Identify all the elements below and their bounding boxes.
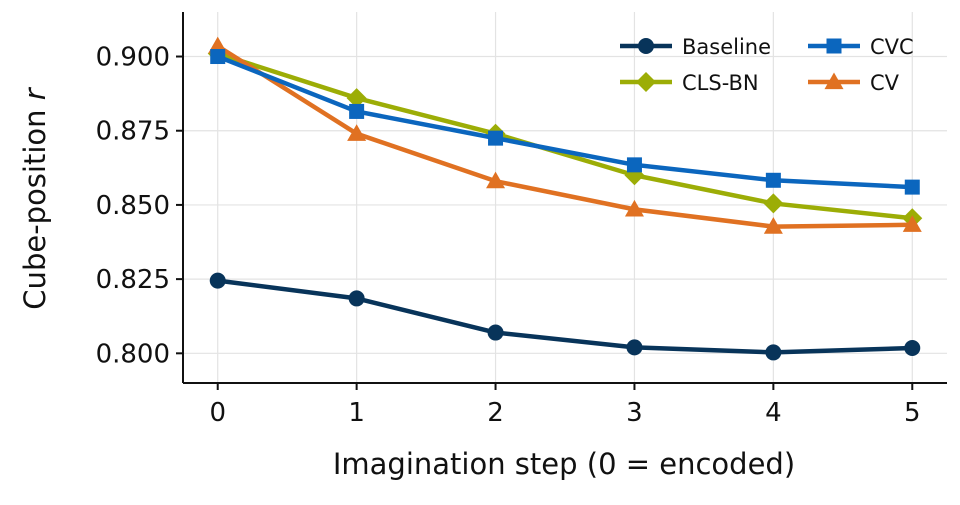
series-line-cls-bn [215, 51, 915, 221]
x-tick-label-2: 2 [487, 398, 504, 428]
legend-item-cv: CV [808, 71, 900, 95]
x-tick-label-5: 5 [904, 398, 921, 428]
series-cvc [210, 49, 920, 195]
data-point-cls-bn-4 [763, 193, 784, 214]
data-point-cv-2 [486, 171, 506, 189]
data-point-cvc-0 [210, 49, 226, 65]
legend-marker-baseline [638, 38, 654, 54]
legend-label-cv: CV [870, 71, 900, 95]
data-point-cvc-1 [349, 103, 365, 119]
y-tick-label-0: 0.800 [96, 339, 170, 369]
legend-marker-cvc [826, 38, 842, 54]
data-point-cv-3 [624, 199, 644, 217]
legend-item-cvc: CVC [808, 35, 914, 59]
series-line-baseline [215, 278, 915, 355]
data-point-cv-5 [902, 215, 922, 232]
x-tick-label-4: 4 [765, 398, 782, 428]
ticks-layer: 0 1 2 3 4 5 0.800 0.825 0.850 0.875 0.900 [96, 43, 921, 428]
series-line-cv [215, 43, 915, 229]
data-point-baseline-4 [765, 344, 782, 361]
y-tick-label-4: 0.900 [96, 43, 170, 73]
series-baseline [209, 272, 921, 361]
y-tick-label-3: 0.875 [96, 117, 170, 147]
legend-label-baseline: Baseline [682, 35, 771, 59]
axes-layer [182, 12, 947, 384]
legend-label-cls-bn: CLS-BN [682, 71, 759, 95]
y-tick-label-2: 0.850 [96, 191, 170, 221]
data-point-cvc-5 [904, 179, 920, 195]
data-point-cv-1 [347, 124, 367, 141]
data-point-baseline-2 [487, 324, 504, 341]
legend-item-cls-bn: CLS-BN [620, 71, 759, 95]
x-axis-title: Imagination step (0 = encoded) [333, 447, 795, 481]
legend-label-cvc: CVC [870, 35, 914, 59]
data-point-cvc-3 [626, 157, 642, 173]
y-axis-title-variable: r [18, 86, 52, 100]
series-layer [207, 36, 923, 361]
data-point-cls-bn-1 [346, 88, 367, 109]
data-point-baseline-1 [348, 290, 365, 307]
legend: Baseline CVC CLS-BN CV [620, 35, 914, 95]
x-tick-label-0: 0 [209, 398, 226, 428]
x-tick-label-3: 3 [626, 398, 643, 428]
data-point-baseline-0 [209, 272, 226, 289]
legend-item-baseline: Baseline [620, 35, 771, 59]
data-point-baseline-3 [626, 339, 643, 356]
series-cv [208, 36, 922, 234]
legend-marker-cls-bn [636, 72, 656, 92]
series-line-cvc [215, 54, 915, 190]
y-axis-title: Cube-position r [18, 86, 52, 309]
y-axis-title-main: Cube-position [18, 100, 52, 309]
y-tick-label-1: 0.825 [96, 265, 170, 295]
data-point-cvc-4 [765, 172, 781, 188]
legend-marker-cv [824, 72, 844, 90]
x-tick-label-1: 1 [348, 398, 365, 428]
series-cls-bn [207, 43, 923, 229]
data-point-baseline-5 [904, 339, 921, 356]
data-point-cv-4 [763, 217, 783, 234]
data-point-cvc-2 [488, 130, 504, 146]
